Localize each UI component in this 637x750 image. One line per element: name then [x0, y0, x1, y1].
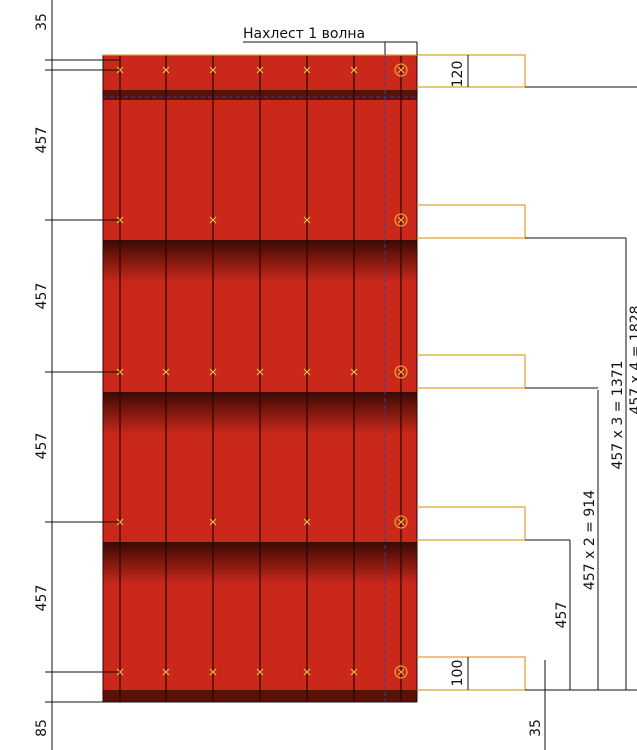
dim-label: 120 — [450, 61, 466, 88]
dim-label: 457 — [34, 585, 50, 612]
overlap-outline — [417, 506, 526, 541]
dim-label: 457 — [34, 433, 50, 460]
screw — [350, 368, 358, 376]
dim-label: 100 — [450, 660, 466, 687]
screw — [209, 216, 217, 224]
screw — [397, 368, 405, 376]
dim-label: 457 x 4 = 1828 — [628, 305, 637, 414]
screw — [303, 668, 311, 676]
screw — [350, 66, 358, 74]
dimensions — [45, 0, 637, 750]
screw-circle — [394, 665, 408, 679]
overlap-title: Нахлест 1 волна — [243, 26, 365, 42]
overlap-outline — [417, 204, 526, 239]
dim-label: 35 — [528, 719, 544, 737]
dim-label: 457 x 2 = 914 — [582, 490, 598, 590]
screw — [256, 66, 264, 74]
overlap-outline — [103, 54, 526, 691]
roof-sheet — [102, 55, 418, 702]
screw — [397, 66, 405, 74]
screw — [397, 518, 405, 526]
screw — [303, 66, 311, 74]
dim-label: 457 — [554, 602, 570, 629]
dim-label: 85 — [34, 719, 50, 737]
dim-label: 457 x 3 = 1371 — [610, 360, 626, 469]
overlap-outline — [417, 354, 526, 389]
screw — [162, 368, 170, 376]
screw — [397, 216, 405, 224]
overlap-outline — [417, 656, 526, 691]
screw-circle — [394, 63, 408, 77]
screw — [303, 368, 311, 376]
overlap-outline — [417, 54, 526, 88]
screw — [256, 368, 264, 376]
screw — [209, 66, 217, 74]
dim-label: 457 — [34, 127, 50, 154]
screw — [256, 668, 264, 676]
screw — [397, 668, 405, 676]
screw — [209, 518, 217, 526]
screw — [303, 518, 311, 526]
screw-circle — [394, 365, 408, 379]
screw — [162, 66, 170, 74]
screw-circle — [394, 213, 408, 227]
dim-label: 35 — [34, 13, 50, 31]
screw — [350, 668, 358, 676]
screw-circle — [394, 515, 408, 529]
screw — [303, 216, 311, 224]
screw — [209, 368, 217, 376]
dim-label: 457 — [34, 283, 50, 310]
screw — [209, 668, 217, 676]
screw — [162, 668, 170, 676]
